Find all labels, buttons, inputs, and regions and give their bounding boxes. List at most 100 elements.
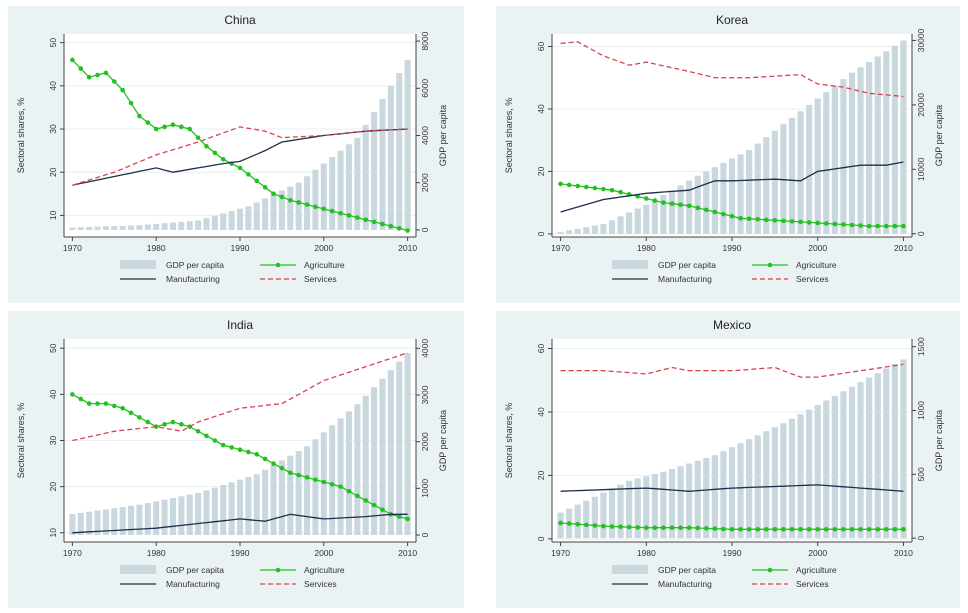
x-tick-label: 2010 [894, 548, 913, 558]
agriculture-point [661, 200, 666, 205]
y-axis-title: Sectoral shares, % [504, 403, 514, 479]
gdp-bar [900, 40, 907, 234]
gdp-bar [371, 111, 378, 230]
gdp-bar [136, 225, 143, 230]
gdp-bar [583, 500, 590, 539]
agriculture-point [763, 217, 769, 223]
gdp-bar [754, 143, 761, 234]
x-tick-label: 2000 [808, 548, 827, 558]
agriculture-point [128, 410, 134, 416]
legend-agriculture-marker [275, 567, 281, 573]
agriculture-point [229, 445, 234, 450]
gdp-bar [831, 85, 838, 234]
gdp-bar [686, 463, 693, 539]
gdp-bar [651, 199, 658, 234]
agriculture-point [601, 523, 606, 529]
agriculture-point [721, 526, 726, 532]
y-tick-label: 60 [536, 41, 546, 51]
gdp-bar [557, 512, 564, 539]
gdp-bar [287, 455, 294, 535]
agriculture-point [195, 428, 201, 434]
y2-tick-label: 20000 [916, 93, 926, 117]
agriculture-point [652, 525, 658, 531]
y-tick-label: 50 [48, 38, 58, 48]
x-tick-label: 2000 [808, 243, 827, 253]
agriculture-point [363, 217, 369, 223]
agriculture-point [204, 143, 209, 149]
agriculture-point [789, 527, 795, 532]
manufacturing-line [560, 161, 904, 213]
agriculture-point [237, 165, 243, 171]
agriculture-point [86, 74, 92, 80]
manufacturing-line [560, 484, 904, 492]
legend-gdp-label: GDP per capita [658, 565, 716, 575]
agriculture-point [815, 527, 821, 532]
gdp-bar [694, 175, 701, 234]
agriculture-point [287, 470, 293, 476]
gdp-bar [806, 104, 813, 234]
gdp-bar [728, 158, 736, 234]
agriculture-point [170, 419, 176, 425]
agriculture-point [78, 396, 84, 402]
x-tick-label: 2010 [894, 243, 913, 253]
gdp-bar [278, 190, 285, 230]
gdp-bar [823, 400, 830, 539]
gdp-bar [312, 439, 319, 535]
gdp-bar [814, 405, 821, 539]
gdp-bar [337, 150, 344, 230]
manufacturing-line [72, 513, 408, 534]
agriculture-point [566, 521, 572, 526]
agriculture-point [212, 438, 218, 443]
gdp-bar [866, 377, 873, 539]
gdp-bar [262, 469, 269, 535]
agriculture-point [321, 479, 327, 485]
agriculture-point [806, 220, 812, 225]
gdp-bar [329, 157, 336, 230]
gdp-bar [111, 226, 118, 230]
gdp-bar [660, 471, 667, 539]
agriculture-point [695, 205, 701, 211]
gdp-bar [362, 395, 369, 535]
gdp-bar [591, 225, 598, 234]
legend-gdp-swatch [120, 260, 156, 269]
gdp-bar [746, 150, 753, 234]
legend-gdp-label: GDP per capita [166, 260, 224, 270]
agriculture-point [271, 191, 276, 197]
agriculture-point [371, 502, 377, 508]
gdp-bar [771, 427, 778, 539]
gdp-bar [345, 411, 352, 535]
y-tick-label: 30 [48, 124, 58, 134]
x-tick-label: 1990 [231, 548, 250, 558]
legend-services-label: Services [304, 579, 337, 589]
y2-axis-title: GDP per capita [934, 410, 944, 471]
korea-chart-panel: Korea 1970 1980 1990 2000 2010 0 20 40 60 0 10000 20… [496, 6, 960, 303]
gdp-bar [677, 466, 684, 539]
gdp-bar [668, 190, 676, 234]
gdp-bar [788, 117, 796, 234]
gdp-bar [77, 512, 84, 535]
y-tick-label: 40 [536, 104, 546, 114]
gdp-bar [228, 211, 235, 230]
x-tick-label: 2000 [314, 548, 333, 558]
agriculture-point [763, 527, 769, 532]
gdp-bar [320, 163, 327, 230]
gdp-bar [677, 185, 684, 234]
legend-services-label: Services [796, 579, 829, 589]
agriculture-point [70, 57, 75, 63]
gdp-bar [379, 98, 386, 230]
chart-title: China [224, 13, 256, 27]
y-tick-label: 20 [48, 482, 58, 492]
gdp-bar [608, 220, 616, 234]
gdp-bar [169, 222, 176, 230]
agriculture-point [78, 66, 84, 71]
agriculture-point [661, 525, 666, 531]
agriculture-point [823, 527, 829, 532]
agriculture-point [729, 527, 735, 532]
legend-manufacturing-label: Manufacturing [166, 274, 220, 284]
agriculture-point [405, 228, 410, 233]
gdp-bar [161, 223, 168, 230]
gdp-bar [720, 162, 727, 234]
agriculture-point [95, 72, 100, 78]
y-tick-label: 0 [536, 536, 546, 541]
